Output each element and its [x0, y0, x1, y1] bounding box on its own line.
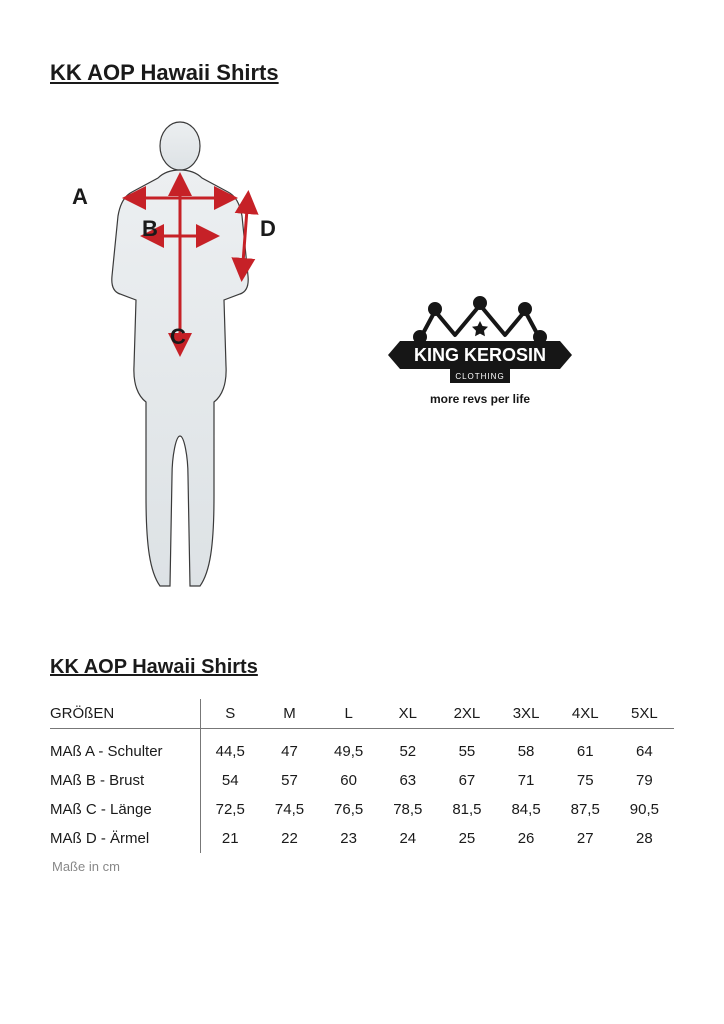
- cell: 27: [556, 824, 615, 853]
- table-row: MAß D - Ärmel 21 22 23 24 25 26 27 28: [50, 824, 674, 853]
- cell: 64: [615, 729, 674, 767]
- cell: 61: [556, 729, 615, 767]
- table-row: MAß C - Länge 72,5 74,5 76,5 78,5 81,5 8…: [50, 795, 674, 824]
- cell: 60: [319, 766, 378, 795]
- logo-sub-text: CLOTHING: [455, 372, 504, 381]
- cell: 49,5: [319, 729, 378, 767]
- cell: 84,5: [497, 795, 556, 824]
- brand-logo: KING KEROSIN CLOTHING more revs per life: [370, 291, 590, 421]
- cell: 63: [378, 766, 437, 795]
- cell: 58: [497, 729, 556, 767]
- cell: 44,5: [200, 729, 260, 767]
- size-col: 2XL: [437, 699, 496, 729]
- cell: 81,5: [437, 795, 496, 824]
- header-label: GRÖßEN: [50, 699, 200, 729]
- cell: 26: [497, 824, 556, 853]
- table-title: KK AOP Hawaii Shirts: [50, 656, 674, 679]
- label-b: B: [142, 216, 158, 242]
- cell: 75: [556, 766, 615, 795]
- row-label: MAß B - Brust: [50, 766, 200, 795]
- table-header-row: GRÖßEN S M L XL 2XL 3XL 4XL 5XL: [50, 699, 674, 729]
- body-figure: A B C D: [50, 116, 310, 596]
- cell: 25: [437, 824, 496, 853]
- cell: 78,5: [378, 795, 437, 824]
- cell: 55: [437, 729, 496, 767]
- diagram-row: A B C D KING KEROSIN CLOTHING more: [50, 116, 674, 596]
- cell: 47: [260, 729, 319, 767]
- table-row: MAß A - Schulter 44,5 47 49,5 52 55 58 6…: [50, 729, 674, 767]
- cell: 28: [615, 824, 674, 853]
- cell: 90,5: [615, 795, 674, 824]
- cell: 71: [497, 766, 556, 795]
- row-label: MAß A - Schulter: [50, 729, 200, 767]
- cell: 57: [260, 766, 319, 795]
- size-col: XL: [378, 699, 437, 729]
- cell: 23: [319, 824, 378, 853]
- cell: 24: [378, 824, 437, 853]
- cell: 79: [615, 766, 674, 795]
- row-label: MAß C - Länge: [50, 795, 200, 824]
- size-col: M: [260, 699, 319, 729]
- logo-tagline: more revs per life: [430, 392, 530, 406]
- cell: 87,5: [556, 795, 615, 824]
- size-col: S: [200, 699, 260, 729]
- label-a: A: [72, 184, 88, 210]
- table-row: MAß B - Brust 54 57 60 63 67 71 75 79: [50, 766, 674, 795]
- logo-svg: KING KEROSIN CLOTHING more revs per life: [380, 291, 580, 421]
- cell: 67: [437, 766, 496, 795]
- size-col: 3XL: [497, 699, 556, 729]
- cell: 72,5: [200, 795, 260, 824]
- cell: 74,5: [260, 795, 319, 824]
- label-d: D: [260, 216, 276, 242]
- size-col: 4XL: [556, 699, 615, 729]
- cell: 21: [200, 824, 260, 853]
- cell: 76,5: [319, 795, 378, 824]
- size-col: L: [319, 699, 378, 729]
- label-c: C: [170, 324, 186, 350]
- table-footnote: Maße in cm: [50, 859, 674, 874]
- cell: 22: [260, 824, 319, 853]
- size-col: 5XL: [615, 699, 674, 729]
- row-label: MAß D - Ärmel: [50, 824, 200, 853]
- page-title: KK AOP Hawaii Shirts: [50, 60, 674, 86]
- size-table: GRÖßEN S M L XL 2XL 3XL 4XL 5XL MAß A - …: [50, 699, 674, 853]
- silhouette-svg: [50, 116, 310, 596]
- cell: 54: [200, 766, 260, 795]
- logo-brand-text: KING KEROSIN: [414, 345, 546, 365]
- cell: 52: [378, 729, 437, 767]
